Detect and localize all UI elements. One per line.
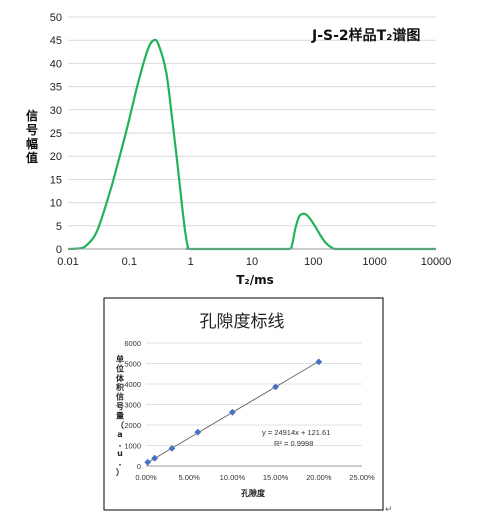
calibration-y-axis-label-char: （ — [116, 420, 124, 430]
t2-x-tick-labels: 0.01 0.1 1 10 100 1000 10000 — [57, 256, 451, 268]
t2-y-axis-label-char: 号 — [26, 122, 38, 137]
calibration-y-axis-label-char: 量 — [116, 410, 124, 420]
t2-series-line — [67, 38, 436, 251]
t2-x-axis-label: T₂/ms — [236, 273, 273, 287]
t2-y-tick-label: 0 — [56, 244, 62, 256]
calibration-data-points — [144, 358, 323, 466]
calibration-y-tick-label: 0 — [137, 462, 141, 471]
t2-y-tick-label: 30 — [50, 105, 62, 117]
calibration-y-tick-label: 5000 — [124, 360, 141, 369]
calibration-x-tick-label: 10.00% — [220, 473, 246, 482]
paragraph-mark: ↵ — [385, 505, 393, 515]
calibration-r-squared: R² = 0.9998 — [274, 439, 313, 448]
calibration-chart-frame — [103, 297, 384, 511]
t2-y-tick-label: 15 — [50, 174, 62, 186]
t2-y-tick-label: 45 — [50, 35, 62, 47]
calibration-y-axis-label-char: 单 — [116, 354, 124, 364]
t2-y-tick-label: 5 — [56, 221, 62, 233]
calibration-y-tick-label: 3000 — [124, 401, 141, 410]
calibration-y-tick-labels: 0 1000 2000 3000 4000 5000 6000 — [124, 339, 141, 471]
calibration-x-tick-label: 25.00% — [349, 473, 375, 482]
calibration-data-point — [229, 408, 236, 416]
calibration-x-tick-label: 15.00% — [263, 473, 289, 482]
calibration-gridlines — [146, 342, 362, 446]
t2-y-axis-label-char: 信 — [26, 108, 38, 123]
calibration-data-point — [315, 358, 323, 366]
t2-x-tick-label: 1000 — [362, 256, 386, 268]
t2-chart-title: J-S-2样品T₂谱图 — [311, 27, 420, 44]
calibration-x-tick-label: 5.00% — [179, 473, 201, 482]
calibration-y-axis-label-char: 体 — [116, 373, 125, 383]
t2-y-tick-labels: 0 5 10 15 20 25 30 35 40 45 50 — [50, 12, 62, 256]
calibration-y-axis-label-char: 位 — [116, 363, 124, 373]
calibration-data-point — [168, 444, 176, 452]
calibration-y-tick-label: 1000 — [124, 442, 141, 451]
calibration-y-axis-label-char: . — [118, 458, 121, 467]
calibration-data-point — [194, 428, 202, 436]
calibration-y-axis-label-char: 积 — [116, 382, 124, 392]
calibration-y-tick-label: 4000 — [124, 380, 141, 389]
calibration-data-point — [144, 458, 152, 466]
calibration-y-axis-label-char: 号 — [116, 402, 124, 411]
t2-y-tick-label: 40 — [50, 58, 62, 70]
calibration-y-axis-label-char: a — [117, 430, 122, 439]
calibration-x-tick-labels: 0.00% 5.00% 10.00% 15.00% 20.00% 25.00% — [135, 473, 375, 482]
calibration-x-tick-label: 20.00% — [306, 473, 332, 482]
t2-x-tick-label: 1 — [188, 256, 194, 268]
calibration-y-tick-label: 6000 — [124, 339, 141, 348]
calibration-chart-title: 孔隙度标线 — [200, 312, 285, 332]
calibration-y-axis-label-char: 信 — [116, 392, 124, 402]
t2-x-tick-label: 0.01 — [57, 256, 78, 268]
calibration-y-axis-label-char: . — [118, 440, 121, 449]
t2-x-tick-label: 10 — [246, 256, 258, 268]
calibration-x-axis-label: 孔隙度 — [241, 488, 266, 498]
t2-x-tick-label: 10000 — [421, 256, 452, 268]
t2-spectrum-chart: 0 5 10 15 20 25 30 35 40 45 50 0.01 0.1 1 10 100 1000 10… — [26, 12, 451, 287]
calibration-data-point — [151, 454, 159, 462]
t2-y-axis-label-char: 值 — [26, 150, 38, 165]
calibration-y-axis-label-char: u — [117, 449, 123, 458]
t2-y-tick-label: 35 — [50, 82, 62, 94]
t2-y-tick-label: 20 — [50, 151, 62, 163]
t2-x-tick-label: 100 — [304, 256, 322, 268]
porosity-calibration-chart: 孔隙度标线 0 1000 2000 3000 4000 5000 6000 0.00% 5.0… — [116, 312, 375, 498]
t2-gridlines — [68, 16, 436, 227]
t2-y-axis-label-char: 幅 — [26, 136, 38, 151]
calibration-equation: y = 24914x + 121.61 — [262, 428, 330, 437]
t2-y-tick-label: 10 — [50, 198, 62, 210]
calibration-y-tick-label: 2000 — [124, 421, 141, 430]
t2-x-tick-label: 0.1 — [122, 256, 137, 268]
t2-y-tick-label: 25 — [50, 128, 62, 140]
calibration-y-axis-label-char: ） — [116, 467, 124, 477]
t2-y-tick-label: 50 — [50, 12, 62, 24]
calibration-x-tick-label: 0.00% — [135, 473, 157, 482]
calibration-data-point — [272, 383, 279, 391]
